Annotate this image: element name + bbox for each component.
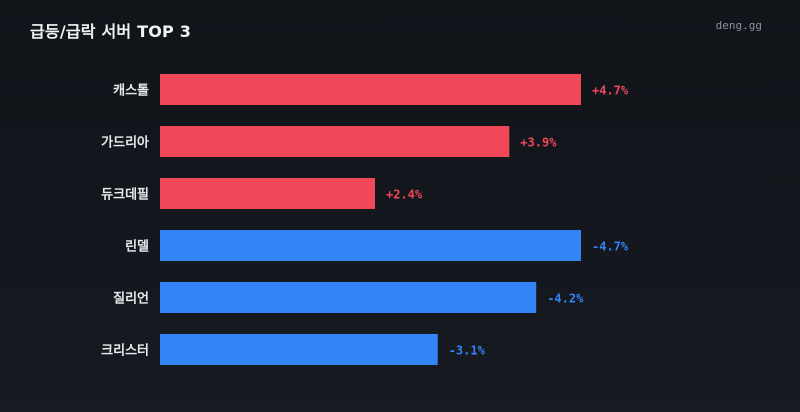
category-label-3: 듀크데필 xyxy=(101,188,149,203)
category-label-6: 크리스터 xyxy=(101,343,149,359)
value-label-6: -3.1% xyxy=(449,344,486,358)
value-label-2: +3.9% xyxy=(520,136,557,150)
bar-3 xyxy=(160,178,375,209)
category-label-4: 린델 xyxy=(125,239,149,255)
value-label-3: +2.4% xyxy=(386,188,423,202)
bar-4 xyxy=(160,230,581,261)
chart-title: 급등/급락 서버 TOP 3 xyxy=(30,22,192,41)
category-label-5: 질리언 xyxy=(113,291,149,307)
value-label-4: -4.7% xyxy=(592,240,629,254)
value-label-5: -4.2% xyxy=(547,292,584,306)
bar-6 xyxy=(160,334,438,365)
value-label-1: +4.7% xyxy=(592,84,629,98)
category-label-1: 캐스톨 xyxy=(113,83,149,99)
bar-2 xyxy=(160,126,510,157)
brand-watermark: deng.gg xyxy=(715,19,762,32)
bar-5 xyxy=(160,282,537,313)
category-label-2: 가드리아 xyxy=(101,135,149,151)
bar-1 xyxy=(160,74,581,105)
